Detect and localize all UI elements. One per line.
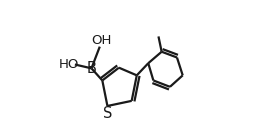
Text: HO: HO [59, 58, 79, 71]
Text: OH: OH [91, 34, 111, 47]
Text: S: S [103, 106, 112, 121]
Text: B: B [86, 61, 96, 76]
